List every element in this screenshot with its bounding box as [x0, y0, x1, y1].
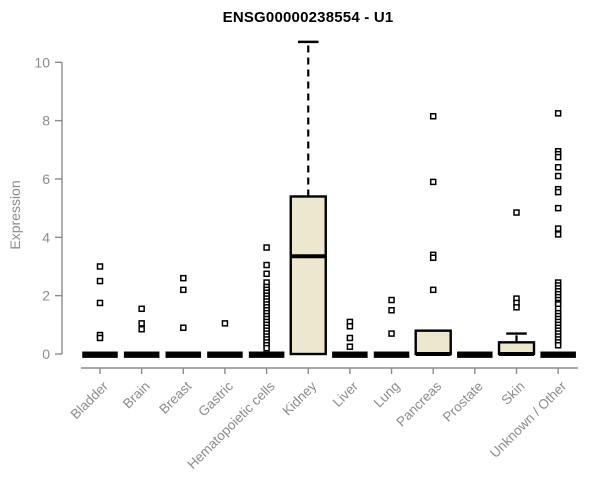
flat-box — [82, 351, 118, 358]
outlier-point — [554, 172, 562, 180]
outlier-point — [346, 343, 354, 350]
outlier-point — [554, 153, 562, 161]
flat-box — [165, 351, 202, 358]
outlier-point — [346, 334, 354, 342]
outlier-point — [554, 231, 562, 238]
outlier-point — [388, 330, 395, 337]
outlier-point — [263, 344, 270, 352]
box-group-bladder — [82, 263, 118, 358]
x-tick-label: Bladder — [68, 378, 112, 422]
x-tick-label: Liver — [330, 378, 362, 410]
outlier-point — [554, 341, 562, 349]
x-tick-label: Brain — [120, 379, 153, 412]
x-tick-label: Skin — [498, 379, 527, 408]
outlier-point — [96, 299, 104, 307]
y-tick-label: 2 — [42, 288, 50, 304]
x-tick-label: Unknown / Other — [487, 378, 570, 461]
flat-box — [457, 351, 493, 358]
x-tick-label: Prostate — [440, 379, 486, 425]
flat-box — [373, 351, 410, 358]
flat-box — [540, 351, 576, 358]
y-tick-label: 0 — [42, 346, 50, 362]
outlier-point — [429, 178, 437, 186]
outlier-point — [388, 296, 395, 304]
outlier-point — [180, 274, 187, 282]
outlier-point — [429, 254, 437, 261]
box-group-lung — [373, 296, 410, 358]
x-tick-label: Lung — [371, 379, 403, 411]
y-tick-label: 8 — [42, 113, 50, 129]
outlier-point — [263, 270, 270, 278]
outlier-point — [388, 306, 395, 314]
outlier-point — [221, 320, 229, 327]
flat-box — [123, 351, 160, 358]
box-group-hematopoietic-cells — [248, 244, 285, 358]
outlier-point — [96, 334, 104, 342]
box-group-pancreas — [414, 113, 452, 356]
flat-box — [332, 351, 368, 358]
outlier-point — [554, 188, 562, 196]
outlier-point — [180, 324, 187, 331]
y-axis: 0 2 4 6 8 10 — [34, 54, 63, 362]
x-tick-label: Breast — [156, 378, 194, 416]
outlier-point — [513, 304, 520, 311]
outlier-point — [138, 305, 145, 313]
outlier-point — [346, 323, 354, 330]
x-tick-label: Kidney — [280, 378, 320, 418]
outlier-point — [554, 204, 562, 212]
box-group-skin — [497, 209, 536, 356]
box-group-gastric — [207, 320, 243, 358]
box-group-unknown-other — [540, 110, 576, 358]
outlier-point — [513, 209, 520, 216]
outlier-point — [138, 325, 145, 333]
outlier-point — [554, 164, 562, 171]
box-group-kidney — [289, 40, 327, 356]
box-group-prostate — [457, 351, 493, 358]
x-tick-label: Pancreas — [393, 378, 444, 429]
box-group-liver — [332, 318, 368, 358]
box — [289, 195, 327, 356]
outlier-point — [180, 286, 187, 294]
box — [414, 329, 452, 356]
y-tick-label: 4 — [42, 229, 50, 245]
outlier-point — [554, 225, 562, 232]
chart-title: ENSG00000238554 - U1 — [222, 9, 394, 26]
outlier-point — [554, 110, 562, 117]
outlier-point — [263, 244, 270, 251]
flat-box — [248, 351, 285, 358]
outlier-point — [263, 261, 270, 269]
box-group-breast — [165, 274, 202, 358]
outlier-point — [429, 286, 437, 294]
outlier-point — [96, 263, 104, 270]
outlier-point — [429, 113, 437, 120]
outlier-point — [96, 277, 104, 285]
y-tick-label: 10 — [34, 54, 50, 70]
flat-box — [207, 351, 243, 358]
x-tick-label: Gastric — [195, 378, 236, 419]
y-tick-label: 6 — [42, 171, 50, 187]
box-group-brain — [123, 305, 160, 358]
outlier-point — [138, 320, 145, 327]
